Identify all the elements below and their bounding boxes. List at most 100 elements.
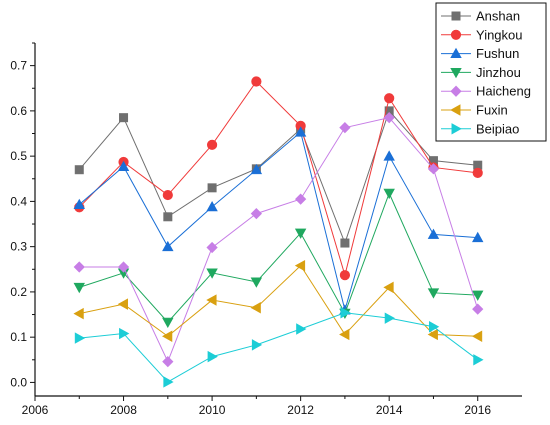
data-point bbox=[163, 376, 174, 388]
legend-label: Fushun bbox=[476, 46, 519, 61]
data-point bbox=[251, 339, 263, 351]
series-yingkou bbox=[74, 76, 483, 281]
legend-label: Haicheng bbox=[476, 84, 531, 99]
series-line bbox=[79, 312, 479, 383]
legend-entry-yingkou: Yingkou bbox=[441, 27, 523, 42]
y-tick-label: 0.0 bbox=[10, 375, 27, 389]
legend-marker bbox=[450, 104, 461, 116]
data-point bbox=[340, 238, 350, 248]
data-point bbox=[206, 241, 218, 254]
legend: Anshan Yingkou Fushun Jinzhou Haicheng Fuxin B… bbox=[435, 2, 547, 142]
data-point bbox=[339, 122, 351, 134]
data-point bbox=[383, 150, 395, 161]
legend-marker bbox=[450, 47, 462, 59]
data-point bbox=[295, 193, 307, 205]
legend-entry-anshan: Anshan bbox=[441, 9, 520, 24]
data-point bbox=[427, 228, 440, 239]
data-point bbox=[250, 163, 263, 175]
data-point bbox=[206, 294, 217, 306]
series-haicheng bbox=[73, 112, 484, 368]
data-point bbox=[428, 321, 440, 333]
data-point bbox=[207, 350, 218, 363]
data-point bbox=[251, 76, 262, 87]
data-point bbox=[73, 282, 85, 294]
series-beipiao bbox=[74, 307, 484, 388]
series-line bbox=[78, 80, 478, 278]
data-point bbox=[294, 126, 307, 137]
series-line bbox=[79, 191, 478, 323]
series-line bbox=[78, 131, 478, 312]
data-point bbox=[384, 93, 395, 104]
series-fuxin bbox=[73, 259, 483, 342]
legend-label: Jinzhou bbox=[476, 65, 521, 80]
legend-label: Beipiao bbox=[476, 121, 519, 136]
y-tick-label: 0.6 bbox=[10, 104, 27, 118]
data-point bbox=[73, 261, 85, 273]
y-tick-label: 0.2 bbox=[10, 285, 27, 299]
legend-entry-fushun: Fushun bbox=[441, 46, 519, 61]
series-fushun bbox=[73, 126, 484, 315]
x-tick-label: 2008 bbox=[110, 403, 137, 417]
data-point bbox=[162, 240, 174, 252]
data-point bbox=[339, 328, 350, 341]
legend-marker bbox=[451, 123, 462, 135]
data-point bbox=[296, 323, 307, 335]
data-point bbox=[383, 188, 395, 200]
legend-entry-beipiao: Beipiao bbox=[441, 121, 519, 136]
data-point bbox=[294, 259, 306, 272]
series-jinzhou bbox=[73, 188, 484, 329]
data-point bbox=[473, 354, 484, 366]
data-point bbox=[73, 307, 84, 320]
y-tick-label: 0.4 bbox=[10, 194, 27, 208]
data-point bbox=[117, 261, 130, 273]
series-line bbox=[78, 109, 478, 245]
legend-marker bbox=[450, 85, 462, 97]
data-point bbox=[339, 270, 351, 281]
data-point bbox=[250, 277, 263, 288]
y-tick-label: 0.5 bbox=[10, 149, 27, 163]
data-point bbox=[472, 290, 484, 301]
x-tick-label: 2012 bbox=[287, 403, 314, 417]
plot-area: 2006 2008 2010 2012 2014 2016 0.0 0.1 0.2 0.3 0.4… bbox=[10, 42, 522, 417]
data-point bbox=[206, 268, 218, 279]
legend-marker bbox=[450, 29, 462, 40]
x-tick-label: 2014 bbox=[376, 403, 403, 417]
data-point bbox=[74, 332, 86, 344]
data-point bbox=[472, 231, 484, 243]
data-point bbox=[427, 328, 438, 341]
x-axis-ticks: 2006 2008 2010 2012 2014 2016 bbox=[22, 396, 491, 417]
data-point bbox=[294, 228, 307, 239]
data-point bbox=[163, 212, 173, 222]
legend-label: Yingkou bbox=[476, 27, 523, 42]
x-tick-label: 2006 bbox=[22, 403, 49, 417]
x-tick-label: 2016 bbox=[464, 403, 491, 417]
data-point bbox=[73, 198, 85, 210]
y-axis-ticks: 0.0 0.1 0.2 0.3 0.4 0.5 0.6 0.7 bbox=[10, 42, 35, 389]
series-line bbox=[79, 117, 479, 363]
data-point bbox=[162, 355, 174, 368]
data-point bbox=[383, 281, 394, 294]
y-tick-label: 0.1 bbox=[10, 330, 27, 344]
data-point bbox=[383, 112, 395, 124]
data-point bbox=[340, 307, 351, 319]
data-point bbox=[207, 183, 217, 193]
data-point bbox=[74, 165, 84, 175]
data-point bbox=[427, 163, 440, 175]
y-tick-label: 0.7 bbox=[10, 59, 27, 73]
legend-items: Anshan Yingkou Fushun Jinzhou Haicheng Fuxin B… bbox=[441, 9, 531, 136]
legend-label: Fuxin bbox=[476, 103, 508, 118]
series-line bbox=[79, 264, 478, 337]
y-tick-label: 0.3 bbox=[10, 240, 27, 254]
data-point bbox=[472, 167, 483, 178]
data-point bbox=[250, 207, 262, 220]
data-point bbox=[119, 327, 130, 340]
data-point bbox=[162, 330, 173, 342]
data-point bbox=[162, 189, 173, 201]
data-point bbox=[472, 303, 484, 315]
legend-entry-jinzhou: Jinzhou bbox=[441, 65, 521, 80]
data-point bbox=[250, 302, 261, 314]
data-point bbox=[206, 139, 218, 150]
data-point bbox=[119, 113, 129, 123]
legend-label: Anshan bbox=[476, 9, 520, 24]
